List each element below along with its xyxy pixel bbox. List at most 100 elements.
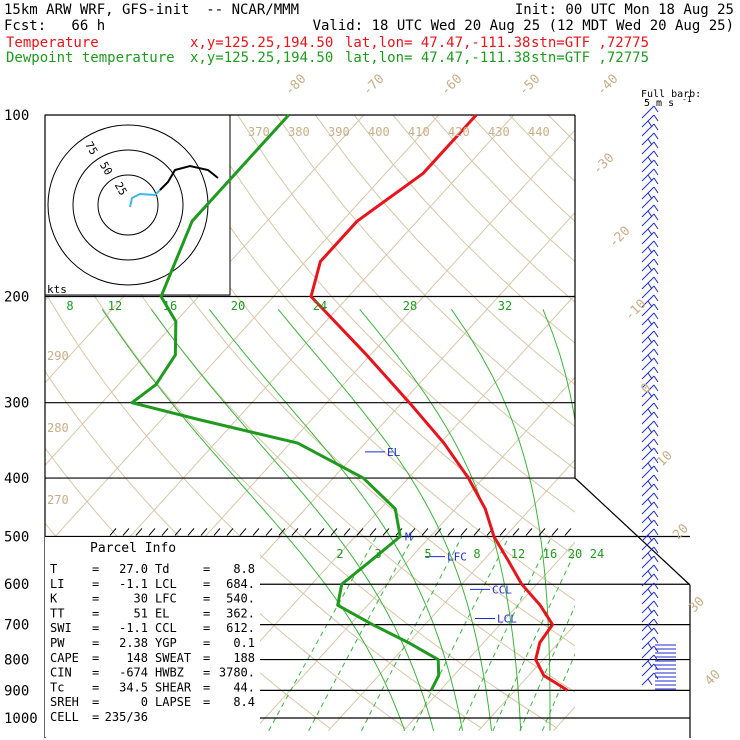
parcel-param-name: PW <box>50 636 65 650</box>
hatch-mark <box>356 528 364 536</box>
parcel-param-name: CELL <box>50 710 79 724</box>
wind-barb-flag <box>653 177 659 185</box>
theta-top-label: 390 <box>328 125 350 139</box>
isotherm-line <box>45 115 365 466</box>
wind-barb-flag <box>653 474 659 482</box>
parcel-param-name: LAPSE <box>155 695 191 709</box>
parcel-param-value: 148 <box>126 651 148 665</box>
wind-barb-flag <box>653 249 659 257</box>
parcel-param-name: EL <box>155 606 169 620</box>
mixing-ratio-line <box>268 536 378 732</box>
mixing-ratio-label: 8 <box>473 547 480 561</box>
dry-adiabat-line <box>120 115 575 601</box>
hatch-mark <box>291 528 299 536</box>
isotherm-top-label: -40 <box>594 72 621 99</box>
wind-barb-staff <box>641 663 655 677</box>
mixing-ratio-label: 2 <box>336 547 343 561</box>
hodograph-ring-label: 25 <box>112 180 130 198</box>
mixing-ratio-line <box>361 536 463 732</box>
hatch-mark <box>135 528 143 536</box>
init-time: Init: 00 UTC Mon 18 Aug 25 <box>514 2 734 18</box>
wind-barbs <box>641 105 676 690</box>
wind-barb-staff <box>641 519 655 533</box>
hodograph-ring-label: 75 <box>82 139 100 157</box>
parcel-param-eq: = <box>203 606 210 620</box>
hatch-mark <box>525 528 533 536</box>
parcel-param-eq: = <box>203 680 210 694</box>
isotherm-right-label: -30 <box>590 151 617 178</box>
wind-barb-flag <box>653 375 659 383</box>
hatch-mark <box>382 528 390 536</box>
hatch-mark <box>239 528 247 536</box>
parcel-param-value: 27.0 <box>119 562 148 576</box>
wind-barb-staff <box>641 105 655 119</box>
dry-adiabat-line <box>470 115 575 223</box>
wind-barb-flag <box>653 150 659 158</box>
wind-barb-flag <box>653 294 659 302</box>
parcel-param-name: SREH <box>50 695 79 709</box>
dry-adiabat-line <box>314 115 575 386</box>
wind-barb-flag <box>653 465 659 473</box>
theta-top-label: 400 <box>368 125 390 139</box>
parcel-param-value: 30 <box>134 592 148 606</box>
hodograph-ring <box>97 174 159 236</box>
wind-barb-flag <box>653 582 659 590</box>
parcel-param-eq: = <box>203 651 210 665</box>
hatch-mark <box>122 528 130 536</box>
moist-adiabat-line <box>277 308 493 731</box>
temperature-latlon: lat,lon= 47.47,-111.38 <box>345 35 531 51</box>
parcel-param-eq: = <box>203 695 210 709</box>
parcel-param-eq: = <box>92 636 99 650</box>
wind-barb-flag <box>653 483 659 491</box>
parcel-param-name: LFC <box>155 592 177 606</box>
parcel-param-name: HWBZ <box>155 666 184 680</box>
parcel-param-name: YGP <box>155 636 177 650</box>
theta-top-label: 440 <box>528 125 550 139</box>
parcel-param-value: -1.1 <box>119 621 148 635</box>
theta-left-label: 290 <box>47 349 69 363</box>
hodograph: 75 50 25 kts <box>44 114 231 296</box>
isotherm-right-label: 40 <box>702 667 724 689</box>
wind-barb-flag <box>653 222 659 230</box>
wind-barb-flag <box>653 384 659 392</box>
parcel-param-eq: = <box>92 680 99 694</box>
wind-barb-flag <box>653 618 659 626</box>
wind-barb-flag <box>653 573 659 581</box>
moist-adiabat-label: 16 <box>163 299 177 313</box>
parcel-param-value: 8.4 <box>233 695 255 709</box>
theta-top-label: 370 <box>248 125 270 139</box>
mixing-ratio-line <box>492 551 575 731</box>
hodograph-upper-trace <box>159 164 219 191</box>
isotherm-line <box>703 115 740 731</box>
parcel-param-name: Tc <box>50 680 64 694</box>
wind-barb-flag <box>653 285 659 293</box>
level-label-lcl: LCL <box>497 613 517 626</box>
pressure-tick-label: 400 <box>4 471 29 487</box>
parcel-param-name: CAPE <box>50 651 79 665</box>
wind-barb-flag <box>653 564 659 572</box>
wind-barb-flag <box>653 321 659 329</box>
hatch-mark <box>330 528 338 536</box>
isotherm-top-label: -60 <box>438 72 465 99</box>
mixing-ratio-label: 20 <box>568 547 582 561</box>
wind-barb-flag <box>653 240 659 248</box>
mixing-ratio-line <box>308 536 414 732</box>
parcel-param-eq: = <box>203 577 210 591</box>
parcel-info-box <box>45 537 260 737</box>
parcel-param-value: 188 <box>233 651 255 665</box>
hatch-mark <box>161 528 169 536</box>
pressure-tick-label: 800 <box>4 653 29 669</box>
dry-adiabat-line <box>45 207 558 729</box>
wind-barb-flag <box>653 312 659 320</box>
temperature-label: Temperature <box>6 35 99 51</box>
moist-adiabat-line <box>359 308 522 731</box>
hatch-mark <box>538 528 546 536</box>
dry-adiabat-line <box>392 115 575 303</box>
hatch-mark <box>304 528 312 536</box>
wind-barb-staff <box>641 177 655 191</box>
hatch-mark <box>551 528 559 536</box>
wind-barb-flag <box>653 267 659 275</box>
wind-barb-staff <box>641 573 655 587</box>
wind-barb-staff <box>641 627 655 641</box>
wind-barb-flag <box>653 186 659 194</box>
